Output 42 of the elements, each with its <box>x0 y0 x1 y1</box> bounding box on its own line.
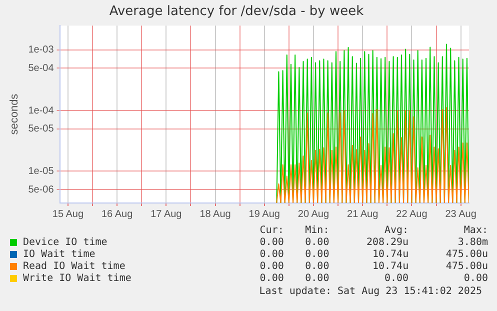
y-tick-label: 5e-06 <box>28 184 54 196</box>
legend-label: Write IO Wait time <box>22 273 132 285</box>
text: Avg: <box>384 225 409 237</box>
x-tick-label: 17 Aug <box>150 208 182 220</box>
text: 475.00u <box>444 249 488 261</box>
text: 208.29u <box>365 237 409 249</box>
text: 0.00 <box>304 261 330 273</box>
text: 0.00 <box>258 249 284 261</box>
y-tick-label: 1e-04 <box>28 105 54 116</box>
text: 0.00 <box>258 273 284 285</box>
text: 0.00 <box>304 249 330 261</box>
y-tick-label: 1e-03 <box>28 44 54 56</box>
x-tick-label: 16 Aug <box>101 208 133 220</box>
x-tick-label: 18 Aug <box>200 208 231 220</box>
text: Min: <box>304 225 330 237</box>
y-tick-label: 5e-05 <box>28 124 54 135</box>
x-tick-label: 22 Aug <box>396 208 428 220</box>
text: Max: <box>462 225 488 237</box>
text: 10.74u <box>371 261 409 273</box>
chart-title: Average latency for /dev/sda - by week <box>109 4 364 20</box>
x-tick-label: 23 Aug <box>445 208 476 220</box>
y-tick-label: 5e-04 <box>28 62 54 74</box>
text: 0.00 <box>304 237 330 249</box>
text: 0.00 <box>304 273 330 285</box>
x-tick-label: 15 Aug <box>52 208 84 220</box>
text: 0.00 <box>384 273 409 285</box>
text: 0.00 <box>462 273 488 285</box>
legend-label: Device IO time <box>22 237 108 249</box>
legend-label: IO Wait time <box>22 249 96 261</box>
text: Cur: <box>258 225 284 237</box>
x-tick-label: 21 Aug <box>347 208 378 220</box>
text: 10.74u <box>371 249 409 261</box>
x-tick-label: 20 Aug <box>298 208 330 220</box>
legend-label: Read IO Wait time <box>22 261 126 273</box>
text: 3.80m <box>456 237 488 249</box>
text: 0.00 <box>258 261 284 273</box>
text: 475.00u <box>444 261 488 273</box>
x-tick-label: 19 Aug <box>248 208 280 220</box>
text: 0.00 <box>258 237 284 249</box>
y-axis-title: seconds <box>8 93 21 135</box>
text: Last update: Sat Aug 23 15:41:02 2025 <box>258 286 483 297</box>
y-tick-label: 1e-05 <box>28 166 54 177</box>
